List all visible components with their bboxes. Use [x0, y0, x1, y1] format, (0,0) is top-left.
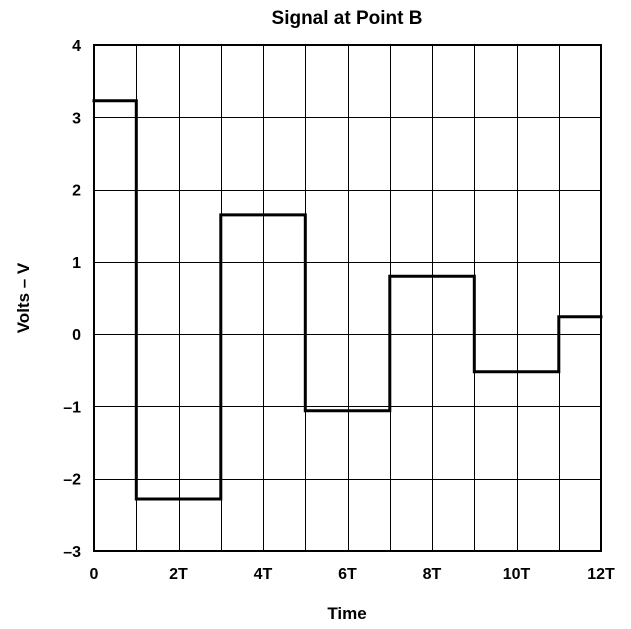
x-tick-label: 2T [169, 566, 188, 583]
y-tick-label: 0 [72, 327, 81, 344]
x-tick-label: 10T [503, 566, 531, 583]
y-tick-label: –2 [63, 472, 81, 489]
x-tick-label: 0 [90, 566, 99, 583]
y-tick-label: –3 [63, 544, 81, 561]
x-axis-tick-labels: 0 2T 4T 6T 8T 10T 12T [90, 566, 615, 583]
signal-series-line [92, 99, 603, 501]
x-tick-label: 6T [338, 566, 357, 583]
y-axis-tick-labels: 4 3 2 1 0 –1 –2 –3 [63, 38, 81, 561]
chart-title: Signal at Point B [272, 8, 423, 29]
x-tick-label: 4T [254, 566, 273, 583]
y-axis-label: Volts – V [14, 262, 33, 333]
grid-lines [94, 45, 602, 552]
x-tick-label: 8T [423, 566, 442, 583]
plot-frame [93, 44, 602, 552]
y-tick-label: 4 [72, 38, 81, 55]
y-tick-label: 2 [72, 183, 81, 200]
y-tick-label: 3 [72, 110, 81, 127]
y-tick-label: 1 [72, 255, 81, 272]
y-tick-label: –1 [63, 399, 81, 416]
x-tick-label: 12T [587, 566, 615, 583]
x-axis-label: Time [327, 604, 366, 623]
